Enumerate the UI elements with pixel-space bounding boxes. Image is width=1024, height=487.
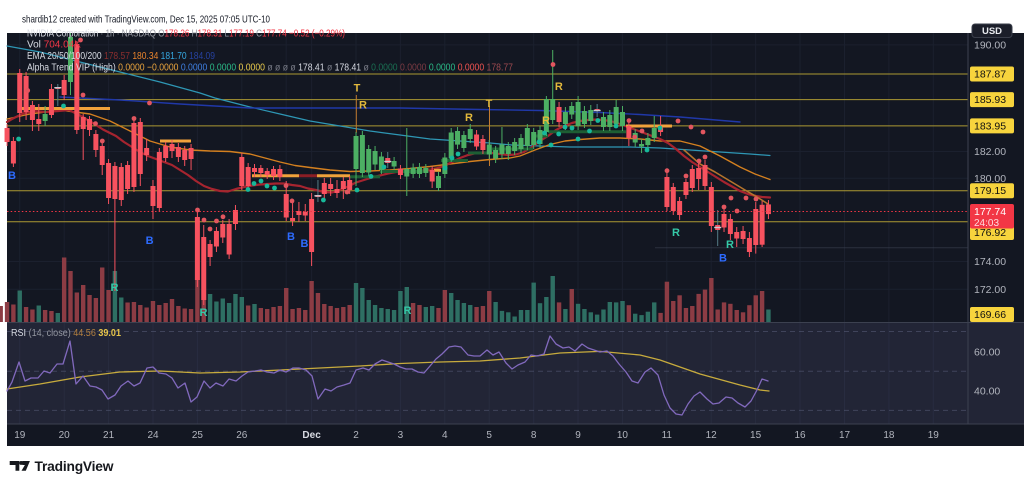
svg-text:R: R [359, 100, 367, 112]
svg-text:2: 2 [353, 430, 359, 441]
svg-text:19: 19 [928, 430, 940, 441]
svg-text:NVIDIA Corporation · 1h · NASD: NVIDIA Corporation · 1h · NASDAQ O178.26… [27, 29, 345, 40]
svg-text:T: T [354, 83, 361, 95]
svg-text:R: R [672, 227, 680, 239]
svg-text:10: 10 [617, 430, 629, 441]
svg-text:shardib12 created with Trading: shardib12 created with TradingView.com, … [22, 14, 270, 26]
svg-text:T: T [486, 98, 493, 110]
svg-text:R: R [111, 282, 119, 294]
svg-text:B: B [146, 235, 154, 247]
svg-text:21: 21 [103, 430, 115, 441]
svg-text:24:03: 24:03 [974, 218, 999, 229]
svg-text:B: B [301, 238, 309, 250]
svg-text:B: B [8, 170, 16, 182]
svg-text:172.00: 172.00 [974, 284, 1006, 296]
svg-text:187.87: 187.87 [974, 69, 1006, 81]
svg-text:R: R [200, 307, 208, 319]
svg-text:Vol 704.04K: Vol 704.04K [27, 40, 81, 51]
svg-text:19: 19 [14, 430, 26, 441]
svg-text:174.00: 174.00 [974, 256, 1006, 268]
svg-text:169.66: 169.66 [974, 309, 1006, 321]
svg-text:11: 11 [662, 430, 673, 441]
svg-text:16: 16 [794, 430, 806, 441]
svg-text:Alpha Trend VIP (High) 0.0000: Alpha Trend VIP (High) 0.0000 −0.0000 0.… [27, 62, 513, 73]
svg-text:177.74: 177.74 [974, 206, 1006, 218]
svg-text:Dec: Dec [302, 430, 321, 441]
svg-text:4: 4 [442, 430, 448, 441]
svg-text:TradingView: TradingView [35, 459, 114, 474]
svg-text:USD: USD [982, 26, 1002, 37]
svg-text:RSI (14, close) 44.56 39.01: RSI (14, close) 44.56 39.01 [11, 328, 121, 339]
svg-text:182.00: 182.00 [974, 146, 1006, 158]
svg-text:EMA 20/50/100/200 178.57 180.3: EMA 20/50/100/200 178.57 180.34 181.70 1… [27, 51, 215, 62]
svg-text:60.00: 60.00 [974, 347, 1000, 359]
svg-text:12: 12 [706, 430, 718, 441]
svg-text:15: 15 [750, 430, 762, 441]
svg-text:3: 3 [398, 430, 404, 441]
svg-text:B: B [719, 253, 727, 265]
svg-text:B: B [287, 231, 295, 243]
svg-text:R: R [555, 81, 563, 93]
svg-text:9: 9 [575, 430, 581, 441]
svg-text:R: R [542, 115, 550, 127]
svg-text:5: 5 [486, 430, 492, 441]
svg-text:179.15: 179.15 [974, 185, 1006, 197]
svg-text:183.95: 183.95 [974, 120, 1006, 132]
svg-text:176.92: 176.92 [974, 227, 1006, 239]
svg-text:180.00: 180.00 [974, 173, 1006, 185]
svg-text:25: 25 [192, 430, 204, 441]
svg-text:R: R [465, 112, 473, 124]
svg-text:18: 18 [883, 430, 895, 441]
svg-text:R: R [404, 305, 412, 317]
svg-text:17: 17 [839, 430, 851, 441]
svg-text:20: 20 [59, 430, 71, 441]
svg-text:8: 8 [531, 430, 537, 441]
svg-text:R: R [726, 239, 734, 251]
svg-text:190.00: 190.00 [974, 39, 1006, 51]
svg-text:40.00: 40.00 [974, 386, 1000, 398]
svg-text:185.93: 185.93 [974, 94, 1006, 106]
svg-text:24: 24 [147, 430, 159, 441]
svg-text:26: 26 [236, 430, 248, 441]
